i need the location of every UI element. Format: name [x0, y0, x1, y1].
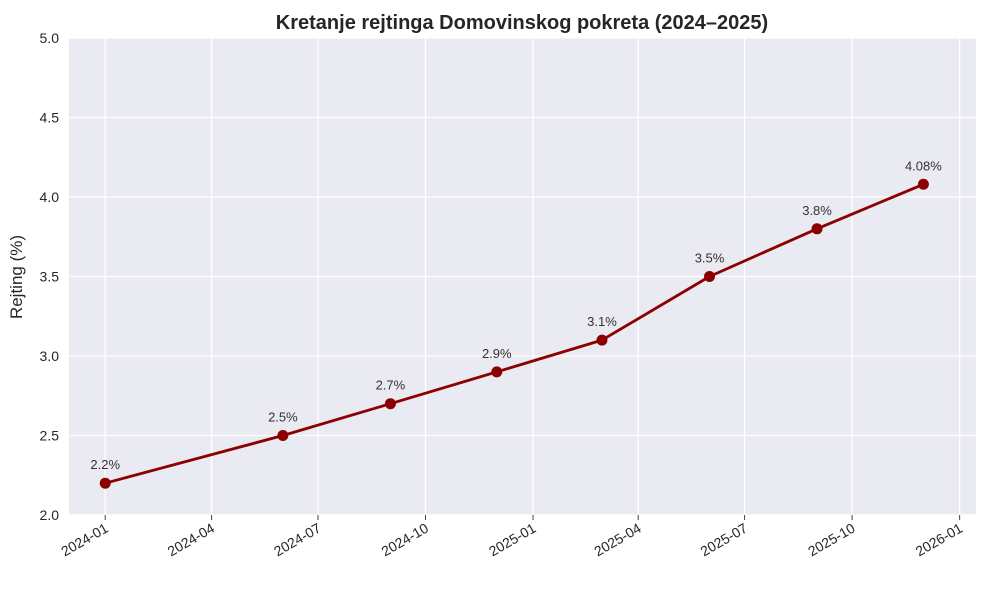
data-point — [384, 398, 396, 410]
y-tick-label: 3.5 — [40, 269, 60, 285]
y-tick-label: 5.0 — [40, 30, 60, 46]
y-tick-label: 4.5 — [40, 110, 60, 126]
data-point — [99, 477, 111, 489]
y-tick-label: 4.0 — [40, 189, 60, 205]
y-tick-label: 2.0 — [40, 507, 60, 523]
data-label: 3.1% — [587, 314, 617, 329]
data-label: 2.7% — [376, 378, 406, 393]
y-tick-label: 2.5 — [40, 428, 60, 444]
data-point — [917, 178, 929, 190]
data-point — [277, 430, 289, 441]
chart-title: Kretanje rejtinga Domovinskog pokreta (2… — [276, 12, 768, 34]
data-point — [704, 271, 716, 282]
data-label: 3.8% — [802, 203, 832, 218]
y-tick-label: 3.0 — [40, 348, 60, 364]
data-point — [811, 223, 823, 235]
grid-lines — [69, 37, 976, 516]
data-point — [491, 366, 503, 378]
data-label: 3.5% — [695, 251, 725, 266]
data-label: 4.08% — [905, 158, 942, 173]
data-label: 2.9% — [482, 346, 512, 361]
series-layer: 2.2% 2.5% 2.7% 2.9% 3.1% 3.5% 3.8% 4.08% — [90, 158, 942, 489]
data-label: 2.5% — [268, 410, 298, 425]
data-point — [596, 334, 608, 346]
data-label: 2.2% — [90, 457, 120, 472]
y-axis-label: Rejting (%) — [7, 235, 26, 319]
y-axis-ticks: 2.0 2.5 3.0 3.5 4.0 4.5 5.0 — [40, 30, 60, 523]
series-line — [104, 183, 924, 485]
